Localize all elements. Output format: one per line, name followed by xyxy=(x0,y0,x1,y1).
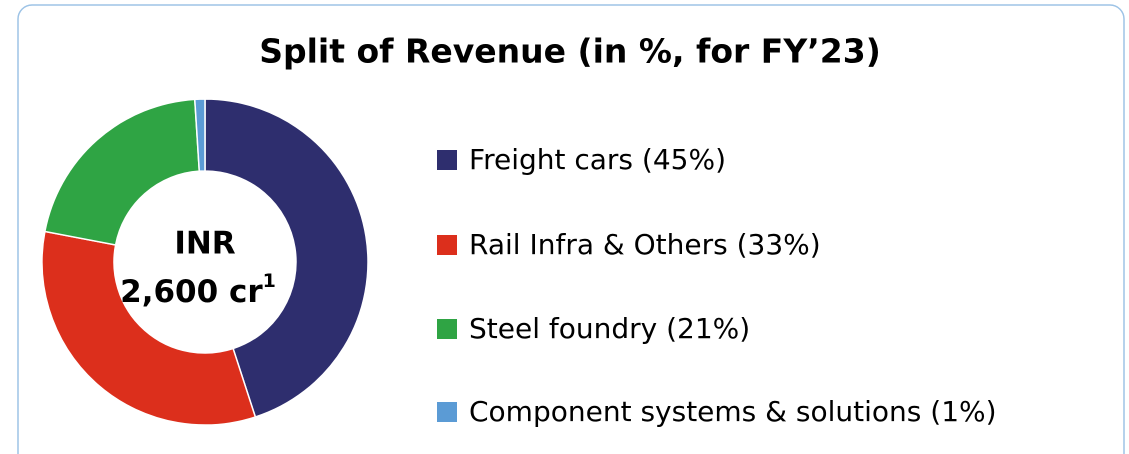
chart-title: Split of Revenue (in %, for FY’23) xyxy=(259,32,881,71)
legend-swatch xyxy=(437,150,457,170)
center-label: 2,600 cr1 xyxy=(120,270,276,310)
legend-label: Steel foundry (21%) xyxy=(469,312,750,345)
center-value: 2,600 cr xyxy=(120,274,263,310)
legend-label: Rail Infra & Others (33%) xyxy=(469,228,821,261)
legend-swatch xyxy=(437,319,457,339)
donut-slice xyxy=(204,98,369,418)
donut xyxy=(41,98,369,426)
donut-slice xyxy=(41,230,257,426)
donut-slice xyxy=(193,98,206,172)
donut-slice xyxy=(44,98,201,246)
legend-label: Freight cars (45%) xyxy=(469,143,726,176)
footnote-marker: 1 xyxy=(263,270,276,292)
legend-swatch xyxy=(437,235,457,255)
legend-label: Component systems & solutions (1%) xyxy=(469,395,997,428)
legend-swatch xyxy=(437,402,457,422)
center-label: INR xyxy=(174,226,235,262)
